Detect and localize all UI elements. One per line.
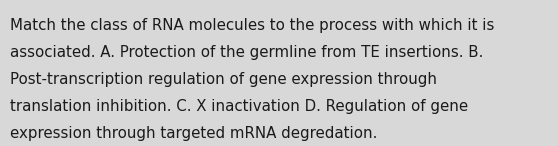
Text: expression through targeted mRNA degredation.: expression through targeted mRNA degreda… — [10, 126, 377, 141]
Text: Match the class of RNA molecules to the process with which it is: Match the class of RNA molecules to the … — [10, 18, 494, 33]
Text: associated. A. Protection of the germline from TE insertions. B.: associated. A. Protection of the germlin… — [10, 45, 483, 60]
Text: Post-transcription regulation of gene expression through: Post-transcription regulation of gene ex… — [10, 72, 437, 87]
Text: translation inhibition. C. X inactivation D. Regulation of gene: translation inhibition. C. X inactivatio… — [10, 99, 468, 114]
